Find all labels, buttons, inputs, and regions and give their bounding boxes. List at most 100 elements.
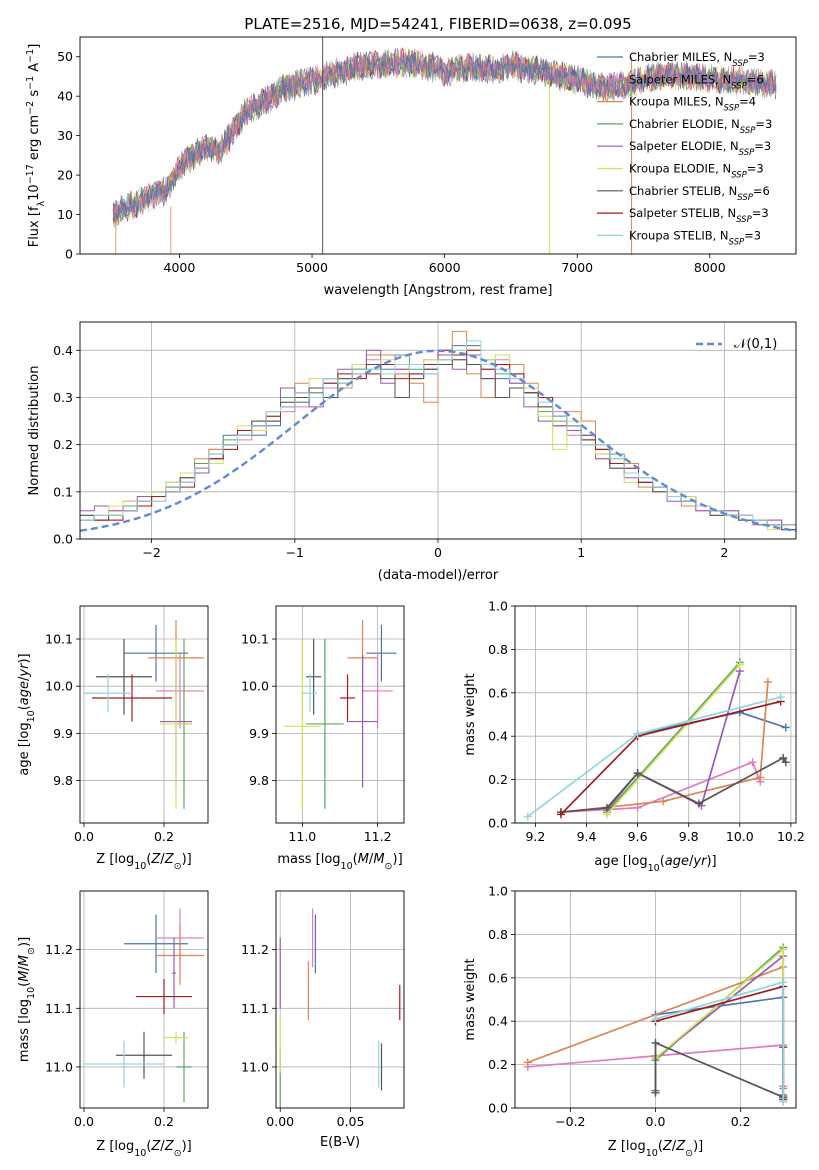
label-part: −1: [25, 49, 36, 63]
x-tick-label: 11.2: [364, 829, 392, 844]
label-part: ⊙: [685, 1148, 693, 1159]
label-part: A: [27, 63, 42, 76]
mass-weight-marker: [779, 945, 788, 954]
legend-text: Salpeter STELIB, N: [629, 206, 736, 220]
mass-weight-marker: [633, 803, 642, 812]
legend-entry: Kroupa STELIB, NSSP=3: [629, 228, 761, 247]
label-part: (: [17, 982, 32, 987]
label-part: s: [27, 90, 42, 101]
ticks: −2 −1 0 1 2 0.0 0.1 0.2 0.3 0.4: [53, 343, 728, 560]
age-vs-mass-panel: 11.0 11.29.89.910.010.1 mass [log10(M/M⊙)]: [241, 605, 405, 872]
label-part: )]: [693, 1139, 703, 1154]
mass-weight-marker: [779, 753, 788, 762]
gaussian-curve: [80, 349, 796, 532]
x-tick-label: 9.2: [525, 829, 545, 844]
x-tick-label: 8000: [694, 260, 726, 275]
ticks: 11.0 11.2 9.8 9.9 10.0 10.1: [241, 632, 391, 844]
legend-entry: Kroupa ELODIE, NSSP=3: [629, 162, 764, 181]
plot-area: [112, 37, 777, 254]
label-part: ⊙: [385, 861, 393, 872]
label-part: age [log: [594, 854, 647, 869]
x-tick-label: −2: [142, 545, 160, 560]
y-tick-label: 9.9: [53, 726, 73, 741]
mass-vs-extinction-panel: 0.00 0.05 11.0 11.1 11.2 E(B-V): [241, 890, 405, 1150]
mass-weight-line: [527, 696, 781, 818]
label-part: Flux [f: [27, 206, 42, 247]
mass-weight-vs-age-panel: 9.2 9.4 9.6 9.8 10.0 10.2 0.0 0.2 0.4 0.6 0.8 1.0 ag…: [463, 599, 805, 874]
age-vs-metallicity-panel: 0.0 0.29.89.910.010.1Z [log10(Z/Z⊙)]age […: [17, 605, 209, 872]
label-part: )]: [393, 852, 403, 867]
label-part: /: [160, 852, 165, 867]
legend-entry: Kroupa MILES, NSSP=4: [629, 95, 756, 114]
y-tick-label: 0.8: [488, 642, 508, 657]
histogram-step: [80, 340, 796, 526]
label-part: )]: [706, 854, 716, 869]
mass-weight-marker: [651, 1015, 660, 1024]
error-bar-point: [124, 914, 188, 974]
legend-entry: Chabrier STELIB, NSSP=6: [629, 184, 770, 203]
plot-area: [523, 658, 790, 821]
label-part: (: [353, 852, 358, 867]
x-tick-label: 0.00: [266, 1114, 294, 1129]
label-part: 10: [26, 710, 37, 722]
error-bar-point: [124, 624, 188, 682]
label-part: mass [log: [17, 999, 32, 1062]
mass-weight-marker: [602, 803, 611, 812]
label-part: −2: [25, 101, 36, 115]
x-tick-label: 5000: [296, 260, 328, 275]
error-bar-point: [362, 653, 393, 729]
y-tick-label: 0.2: [488, 1057, 508, 1072]
label-part: M: [17, 971, 32, 982]
label-part: erg cm: [27, 115, 42, 164]
x-tick-label: 0.0: [646, 1114, 666, 1129]
y-tick-label: 10.0: [241, 679, 269, 694]
x-tick-label: −0.2: [555, 1114, 585, 1129]
mass-weight-line: [654, 954, 785, 1098]
y-tick-label: 10.0: [45, 679, 73, 694]
y-axis-label: mass weight: [463, 673, 478, 755]
error-bar-point: [84, 674, 132, 713]
grid: [80, 606, 208, 823]
grid: [276, 606, 404, 823]
x-axis-label: mass [log10(M/M⊙)]: [277, 852, 402, 872]
label-part: )]: [182, 1139, 192, 1154]
label-part: )]: [17, 937, 32, 947]
label-part: /: [17, 966, 32, 971]
error-bar-point: [164, 1031, 188, 1044]
mass-weight-line: [606, 664, 741, 815]
y-axis-label: age [log10(age/yr)]: [17, 653, 37, 775]
x-tick-label: 0.2: [154, 829, 174, 844]
label-part: 10: [134, 861, 146, 872]
x-tick-label: 0.05: [337, 1114, 365, 1129]
label-part: mass [log: [277, 852, 340, 867]
legend-entry: Chabrier ELODIE, NSSP=3: [629, 117, 772, 136]
figure-title: PLATE=2516, MJD=54241, FIBERID=0638, z=0…: [244, 15, 631, 33]
label-part: (: [146, 1139, 151, 1154]
label-part: ⊙: [174, 1148, 182, 1159]
x-tick-label: 6000: [429, 260, 461, 275]
mass-weight-marker: [763, 677, 772, 686]
x-tick-label: 9.8: [679, 829, 699, 844]
legend-text: =6: [753, 184, 770, 198]
error-bar-point: [84, 1040, 164, 1088]
axes-frame: [514, 890, 797, 1109]
label-part: (: [658, 1139, 663, 1154]
y-tick-label: 30: [57, 128, 73, 143]
legend: 𝒩(0,1): [696, 337, 777, 352]
label-part: Z: [164, 852, 175, 867]
mass-weight-marker: [633, 769, 642, 778]
mass-weight-marker: [651, 1038, 660, 1047]
label-part: age: [17, 681, 32, 705]
x-tick-label: 1: [577, 545, 585, 560]
x-tick-label: 0.2: [731, 1114, 751, 1129]
label-part: /: [689, 854, 694, 869]
label-part: age: [665, 854, 689, 869]
mass-vs-metallicity-panel: 0.0 0.211.011.111.2Z [log10(Z/Z⊙)]mass [l…: [17, 890, 209, 1159]
label-part: λ: [36, 200, 47, 206]
label-part: Z [log: [608, 1139, 646, 1154]
error-bar-point: [160, 639, 192, 809]
ticks: 0.0 0.2 9.8 9.9 10.0 10.1: [45, 632, 174, 844]
y-tick-label: 0: [65, 247, 73, 262]
label-part: /: [672, 1139, 677, 1154]
